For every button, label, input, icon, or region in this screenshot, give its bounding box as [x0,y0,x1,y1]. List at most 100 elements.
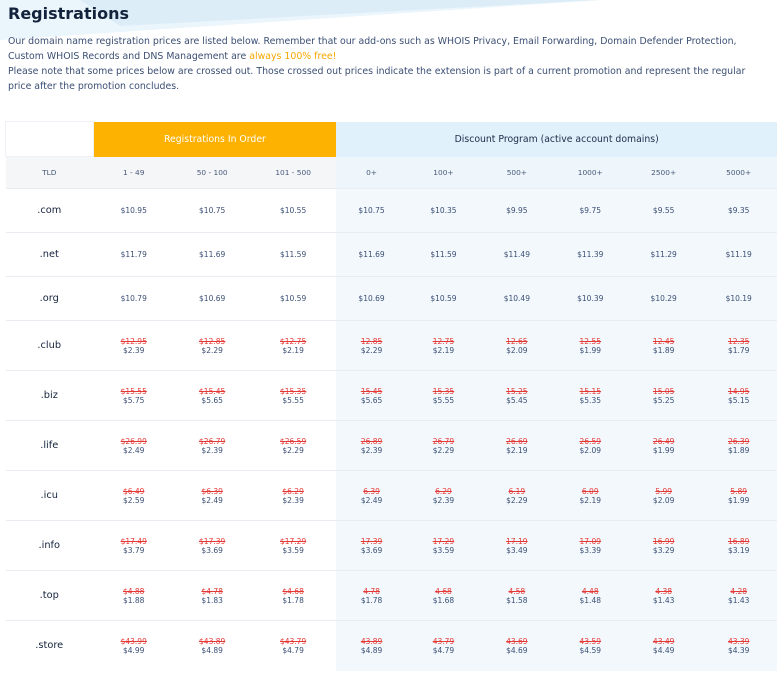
regular-price: 15.25 [506,386,528,396]
current-price: $9.75 [579,206,601,215]
current-price: $1.68 [432,595,455,605]
regular-price: 26.69 [506,436,528,446]
current-price: $9.95 [506,206,528,215]
current-price: $2.09 [652,495,675,505]
regular-price: 5.99 [655,486,673,496]
price-cell: 15.15 $5.35 [553,370,627,421]
current-price: $1.58 [506,595,528,605]
regular-price: $15.35 [279,386,307,396]
current-price: $4.89 [360,645,383,655]
current-price: $10.49 [503,294,530,303]
current-price: $10.55 [279,206,307,215]
current-price: $1.79 [727,345,750,355]
regular-price: 6.39 [363,486,380,496]
current-price: $1.99 [652,445,675,455]
regular-price: $4.78 [201,586,223,596]
current-price: $2.29 [282,445,304,455]
current-price: $3.69 [201,545,223,555]
regular-price: 15.05 [652,386,675,396]
regular-price: $17.29 [279,536,307,546]
current-price: $9.35 [727,206,750,215]
current-price: $2.39 [122,345,145,355]
tld-cell: .club [5,320,93,371]
price-cell: $6.29 $2.39 [249,470,337,521]
current-price: $4.79 [282,645,304,655]
regular-price: 43.59 [579,636,601,646]
price-cell: $43.79 $4.79 [249,620,337,671]
regular-price: 12.55 [579,336,601,346]
price-cell: $11.19 [700,232,777,277]
regular-price: $26.99 [120,436,147,446]
tld-cell: .top [5,570,93,621]
price-cell: 16.89 $3.19 [700,520,777,571]
price-cell: 4.68 $1.68 [406,570,481,621]
discount-program-header: Discount Program (active account domains… [336,121,777,157]
price-cell: 26.39 $1.89 [700,420,777,471]
regular-price: $6.49 [122,486,145,496]
column-header: 2500+ [626,156,701,189]
price-cell: 6.29 $2.39 [406,470,481,521]
current-price: $2.19 [282,345,304,355]
price-cell: 26.79 $2.29 [406,420,481,471]
price-cell: 43.69 $4.69 [480,620,554,671]
current-price: $2.39 [432,495,455,505]
current-price: $10.19 [725,294,752,303]
current-price: $10.69 [199,294,226,303]
column-header: 100+ [406,156,481,189]
current-price: $1.48 [579,595,601,605]
price-cell: $12.85 $2.29 [174,320,250,371]
regular-price: 26.79 [432,436,455,446]
price-cell: $10.55 [249,188,337,233]
table-row: .net $11.79 $11.69 $11.59 $11.69 $11.59 $11.49… [5,232,777,277]
price-cell: 15.35 $5.55 [406,370,481,421]
current-price: $4.99 [122,645,145,655]
price-cell: $11.69 [336,232,407,277]
group-header-row: Registrations In Order Discount Program … [5,121,777,157]
current-price: $5.25 [652,395,675,405]
regular-price: $12.95 [120,336,147,346]
column-header: 0+ [336,156,407,189]
current-price: $11.69 [358,250,385,259]
price-cell: $10.69 [336,276,407,321]
regular-price: 16.89 [727,536,750,546]
intro-paragraph-1: Our domain name registration prices are … [8,34,768,64]
current-price: $11.39 [577,250,604,259]
price-cell: 17.19 $3.49 [480,520,554,571]
current-price: $10.29 [650,294,677,303]
regular-price: 12.65 [506,336,528,346]
current-price: $2.09 [506,345,528,355]
current-price: $4.59 [579,645,601,655]
pricing-table: Registrations In Order Discount Program … [5,121,777,671]
current-price: $10.39 [577,294,604,303]
regular-price: 4.38 [655,586,673,596]
current-price: $4.39 [727,645,750,655]
regular-price: 26.39 [727,436,750,446]
current-price: $2.49 [122,445,145,455]
current-price: $1.83 [201,595,223,605]
price-cell: $11.39 [553,232,627,277]
column-header: 500+ [480,156,554,189]
regular-price: 6.29 [435,486,452,496]
column-header: TLD [5,156,93,189]
current-price: $4.79 [432,645,455,655]
column-header: 1000+ [553,156,627,189]
regular-price: $12.85 [199,336,226,346]
current-price: $2.49 [201,495,223,505]
tld-cell: .life [5,420,93,471]
price-cell: $10.75 [174,188,250,233]
current-price: $1.78 [282,595,304,605]
regular-price: 4.28 [730,586,748,596]
price-cell: 15.45 $5.65 [336,370,407,421]
price-cell: 5.89 $1.99 [700,470,777,521]
regular-price: $17.49 [120,536,147,546]
price-cell: 43.49 $4.49 [626,620,701,671]
current-price: $10.75 [358,206,385,215]
price-cell: 12.45 $1.89 [626,320,701,371]
regular-price: 15.45 [360,386,383,396]
regular-price: 5.89 [730,486,748,496]
regular-price: 15.15 [579,386,601,396]
current-price: $1.99 [579,345,601,355]
price-cell: $4.68 $1.78 [249,570,337,621]
tld-cell: .icu [5,470,93,521]
current-price: $10.69 [358,294,385,303]
